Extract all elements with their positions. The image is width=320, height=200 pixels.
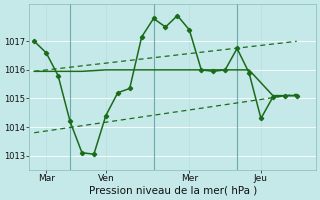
X-axis label: Pression niveau de la mer( hPa ): Pression niveau de la mer( hPa ) (89, 186, 257, 196)
